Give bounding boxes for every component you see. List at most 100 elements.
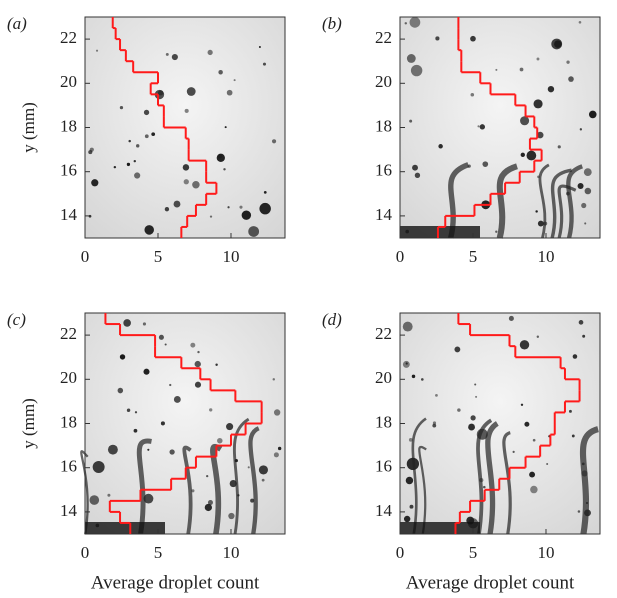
ligament: [496, 163, 519, 239]
droplet: [547, 85, 555, 93]
droplet: [250, 498, 255, 503]
droplet: [164, 343, 167, 346]
droplet: [142, 322, 146, 326]
droplet: [566, 60, 570, 64]
droplet: [160, 421, 165, 426]
droplet: [143, 368, 150, 375]
ligament: [248, 426, 260, 535]
pool: [85, 522, 165, 534]
droplet: [414, 172, 421, 178]
droplet: [537, 220, 544, 227]
x-tick-label: 5: [154, 543, 163, 562]
droplet: [241, 210, 252, 220]
y-tick-label: 14: [375, 205, 393, 224]
y-tick-label: 18: [60, 116, 77, 135]
droplet: [578, 20, 582, 24]
y-axis-label: y (mm): [19, 102, 38, 153]
droplet: [474, 383, 477, 386]
droplet: [508, 315, 514, 321]
droplet: [207, 49, 213, 56]
droplet: [554, 40, 562, 48]
droplet: [134, 411, 138, 414]
droplet: [262, 62, 267, 66]
droplet: [470, 415, 476, 421]
droplet: [228, 512, 235, 520]
droplet: [577, 510, 581, 513]
droplet: [546, 462, 549, 466]
x-tick-label: 0: [396, 247, 405, 266]
y-tick-label: 14: [375, 501, 393, 520]
droplet: [258, 465, 268, 475]
droplet: [151, 132, 156, 137]
droplet: [479, 124, 486, 130]
droplet: [226, 89, 233, 96]
droplet: [183, 179, 189, 185]
droplet: [218, 69, 223, 75]
droplet: [412, 164, 418, 171]
ligament: [182, 445, 193, 535]
droplet: [206, 474, 209, 478]
droplet: [173, 200, 181, 208]
droplet: [247, 466, 250, 469]
y-tick-label: 14: [60, 205, 78, 224]
droplet: [405, 476, 414, 485]
droplet: [226, 423, 234, 431]
droplet: [529, 471, 536, 478]
droplet: [113, 165, 117, 169]
droplet: [169, 383, 172, 387]
droplet: [569, 409, 572, 413]
droplet: [197, 350, 200, 354]
droplet: [535, 210, 538, 213]
droplet: [578, 320, 584, 325]
droplet: [217, 437, 223, 444]
droplet: [143, 109, 150, 116]
x-tick-label: 0: [81, 247, 90, 266]
y-tick-label: 20: [375, 368, 392, 387]
droplet: [411, 374, 416, 379]
droplet: [572, 354, 578, 359]
x-tick-label: 0: [396, 543, 405, 562]
droplet: [169, 449, 175, 455]
droplet: [259, 202, 271, 215]
droplet: [233, 79, 236, 82]
droplet: [119, 354, 126, 360]
x-tick-label: 5: [469, 543, 478, 562]
droplet: [128, 139, 131, 143]
droplet: [581, 202, 587, 209]
droplet: [143, 493, 154, 504]
droplet: [404, 22, 408, 25]
droplet: [435, 36, 440, 41]
droplet: [420, 378, 424, 381]
droplet: [495, 230, 498, 233]
droplet: [477, 125, 480, 128]
droplet: [584, 187, 592, 195]
droplet: [248, 226, 260, 237]
ligament: [566, 164, 584, 239]
x-axis-label: Average droplet count: [91, 572, 260, 593]
ligament: [80, 450, 89, 535]
droplet: [406, 54, 416, 63]
x-tick-label: 5: [469, 247, 478, 266]
photo-background: [400, 313, 600, 534]
droplet: [144, 134, 149, 139]
droplet: [532, 438, 536, 442]
y-tick-label: 18: [375, 412, 392, 431]
droplet: [184, 108, 189, 113]
droplet: [258, 45, 261, 48]
droplet: [229, 480, 237, 488]
y-axis-label: y (mm): [19, 398, 38, 449]
droplet: [204, 503, 212, 512]
droplet: [133, 159, 136, 163]
droplet: [123, 319, 131, 327]
droplet: [557, 145, 561, 149]
droplet: [273, 409, 281, 416]
y-tick-label: 18: [60, 412, 77, 431]
droplet: [91, 179, 99, 187]
droplet: [468, 423, 475, 431]
droplet: [107, 444, 118, 455]
droplet: [134, 172, 141, 179]
droplet: [403, 515, 411, 523]
droplet: [526, 150, 537, 161]
droplet: [223, 168, 226, 171]
droplet: [470, 35, 476, 42]
